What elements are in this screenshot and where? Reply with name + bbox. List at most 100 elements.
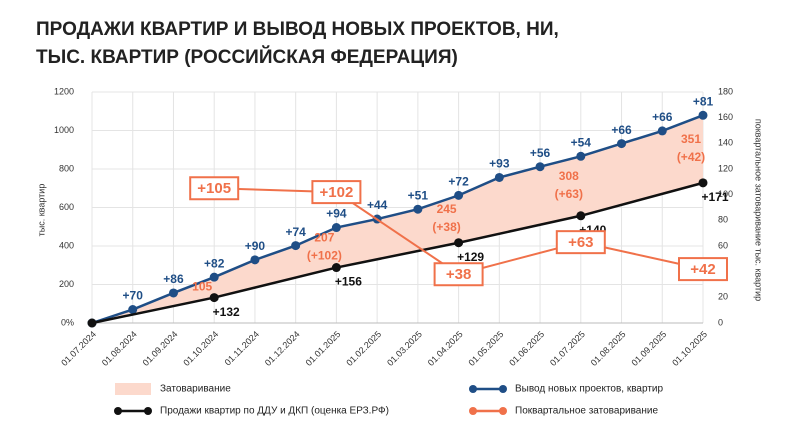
data-label: +156	[335, 275, 362, 289]
point	[576, 151, 586, 161]
chart-title: ПРОДАЖИ КВАРТИР И ВЫВОД НОВЫХ ПРОЕКТОВ, …	[36, 19, 559, 40]
x-tick-label: 01.01.2025	[304, 329, 343, 368]
x-tick-label: 01.08.2025	[589, 329, 628, 368]
y2-tick-label: 140	[718, 138, 733, 148]
y2-tick-label: 80	[718, 215, 728, 225]
data-label: +70	[123, 289, 144, 303]
area-label: (+42)	[677, 150, 705, 164]
y2-tick-label: 100	[718, 189, 733, 199]
legend-dot	[499, 385, 507, 393]
x-tick-label: 01.11.2024	[223, 329, 261, 367]
area-label: (+102)	[307, 249, 342, 263]
data-label: +132	[213, 305, 240, 319]
y-tick-label: 800	[59, 163, 74, 173]
x-tick-label: 01.07.2025	[548, 329, 587, 368]
legend-label: Затоваривание	[160, 384, 231, 395]
y2-tick-label: 120	[718, 163, 733, 173]
point	[494, 172, 504, 182]
label-box	[555, 230, 606, 255]
area-label: 351	[681, 132, 701, 146]
data-label: +171	[701, 190, 728, 204]
x-tick-label: 01.05.2025	[467, 329, 506, 368]
legend-dot	[499, 407, 507, 415]
chart-title: ТЫС. КВАРТИР (РОССИЙСКАЯ ФЕДЕРАЦИЯ)	[36, 46, 458, 68]
data-label: +86	[163, 272, 184, 286]
x-tick-label: 01.02.2025	[344, 329, 383, 368]
x-tick-label: 01.09.2025	[629, 329, 668, 368]
point	[698, 110, 708, 120]
data-label: +66	[652, 110, 673, 124]
legend-label: Поквартальное затоваривание	[515, 406, 658, 417]
data-label: +94	[326, 207, 347, 221]
area-label: (+38)	[432, 220, 460, 234]
x-tick-label: 01.03.2025	[385, 329, 424, 368]
data-label: +38	[446, 266, 471, 283]
legend-label: Продажи квартир по ДДУ и ДКП (оценка ЕРЗ…	[160, 406, 389, 417]
y-axis-label: тыс. квартир	[36, 184, 46, 237]
data-label: +44	[367, 198, 388, 212]
point	[209, 272, 219, 282]
y-tick-label: 1000	[54, 125, 74, 135]
overstock-area	[92, 115, 703, 323]
data-label: +42	[690, 261, 715, 278]
point	[250, 255, 260, 265]
x-tick-label: 01.12.2024	[263, 329, 302, 368]
point	[291, 241, 301, 251]
data-label: +56	[530, 146, 551, 160]
legend-dot	[469, 385, 477, 393]
point	[413, 204, 423, 214]
label-box	[678, 257, 728, 282]
label-box	[433, 262, 484, 287]
data-label: +105	[197, 180, 231, 197]
y2-tick-label: 0	[718, 317, 723, 327]
x-tick-label: 01.08.2024	[100, 329, 139, 368]
area-label: 105	[192, 280, 212, 294]
y2-tick-label: 60	[718, 240, 728, 250]
point	[454, 238, 464, 248]
y-tick-label: 400	[59, 240, 74, 250]
data-label: +66	[611, 123, 632, 137]
point	[87, 318, 97, 328]
point	[657, 126, 667, 136]
point	[454, 190, 464, 200]
point	[535, 162, 545, 172]
area-label: 308	[559, 169, 579, 183]
legend-swatch	[115, 383, 151, 395]
data-label: +102	[320, 184, 354, 201]
y2-tick-label: 20	[718, 292, 728, 302]
point	[576, 211, 586, 221]
line	[91, 114, 704, 325]
data-label: +129	[457, 250, 484, 264]
x-tick-label: 01.07.2024	[59, 329, 98, 368]
data-label: +82	[204, 256, 225, 270]
point	[128, 305, 138, 315]
label-box	[311, 180, 362, 205]
data-label: +72	[448, 175, 469, 189]
point	[331, 263, 341, 273]
y-tick-label: 1200	[54, 86, 74, 96]
y-tick-label: 0%	[61, 317, 74, 327]
data-label: +51	[408, 188, 429, 202]
point	[698, 178, 708, 188]
data-label: +81	[693, 94, 714, 108]
x-tick-label: 01.06.2025	[507, 329, 546, 368]
legend-dot	[469, 407, 477, 415]
data-label: +63	[568, 234, 593, 251]
y-tick-label: 200	[59, 279, 74, 289]
x-tick-label: 01.10.2024	[181, 329, 220, 368]
point	[617, 139, 627, 149]
data-label: +90	[245, 239, 266, 253]
data-label: +54	[571, 135, 592, 149]
legend-label: Вывод новых проектов, квартир	[515, 384, 664, 395]
area-label: 245	[437, 202, 457, 216]
x-tick-label: 01.09.2024	[141, 329, 180, 368]
y2-axis-label: поквартальное затоваривание тыс. квартир	[754, 119, 764, 301]
point	[209, 293, 219, 303]
x-tick-label: 01.10.2025	[670, 329, 709, 368]
x-tick-label: 01.04.2025	[426, 329, 465, 368]
data-label: +74	[285, 225, 306, 239]
legend-dot	[114, 407, 122, 415]
y2-tick-label: 180	[718, 86, 733, 96]
legend-dot	[144, 407, 152, 415]
